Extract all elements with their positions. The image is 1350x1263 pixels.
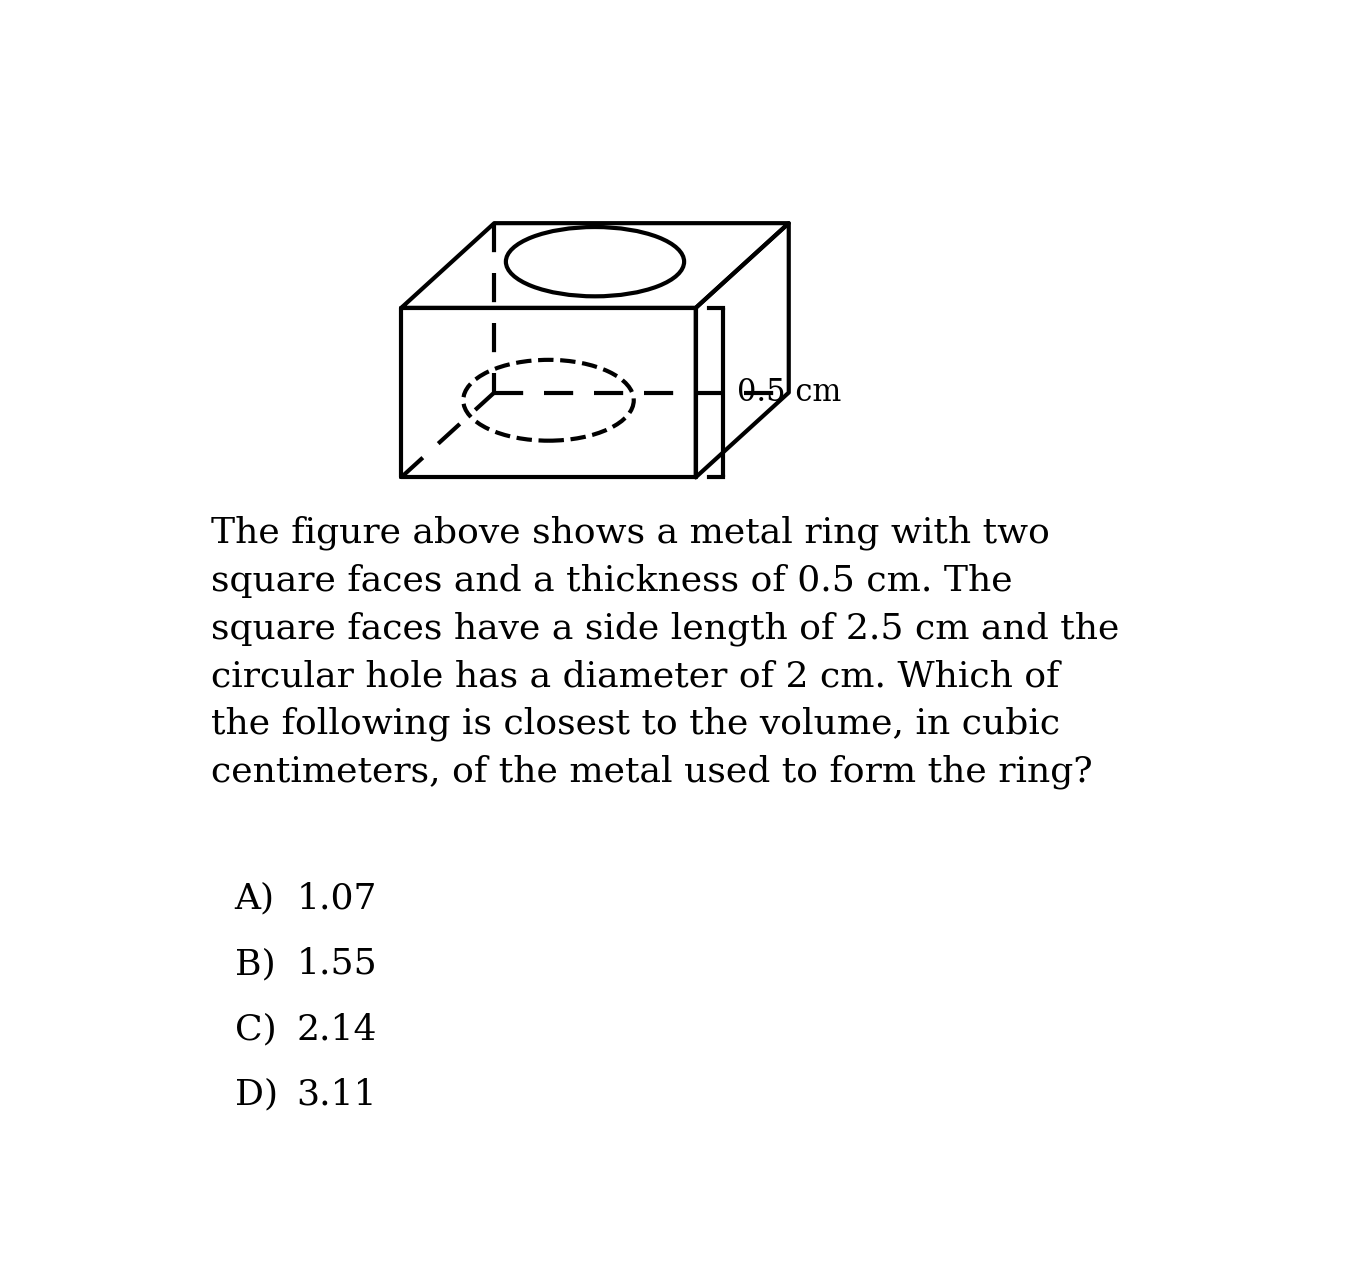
Text: The figure above shows a metal ring with two
square faces and a thickness of 0.5: The figure above shows a metal ring with…: [212, 515, 1119, 789]
Text: B): B): [235, 947, 275, 981]
Text: D): D): [235, 1077, 278, 1111]
Text: 1.07: 1.07: [297, 882, 377, 916]
Text: 3.11: 3.11: [297, 1077, 377, 1111]
Text: 0.5 cm: 0.5 cm: [737, 378, 841, 408]
Text: 1.55: 1.55: [297, 947, 378, 981]
Text: A): A): [235, 882, 275, 916]
Text: 2.14: 2.14: [297, 1013, 377, 1047]
Text: C): C): [235, 1013, 277, 1047]
